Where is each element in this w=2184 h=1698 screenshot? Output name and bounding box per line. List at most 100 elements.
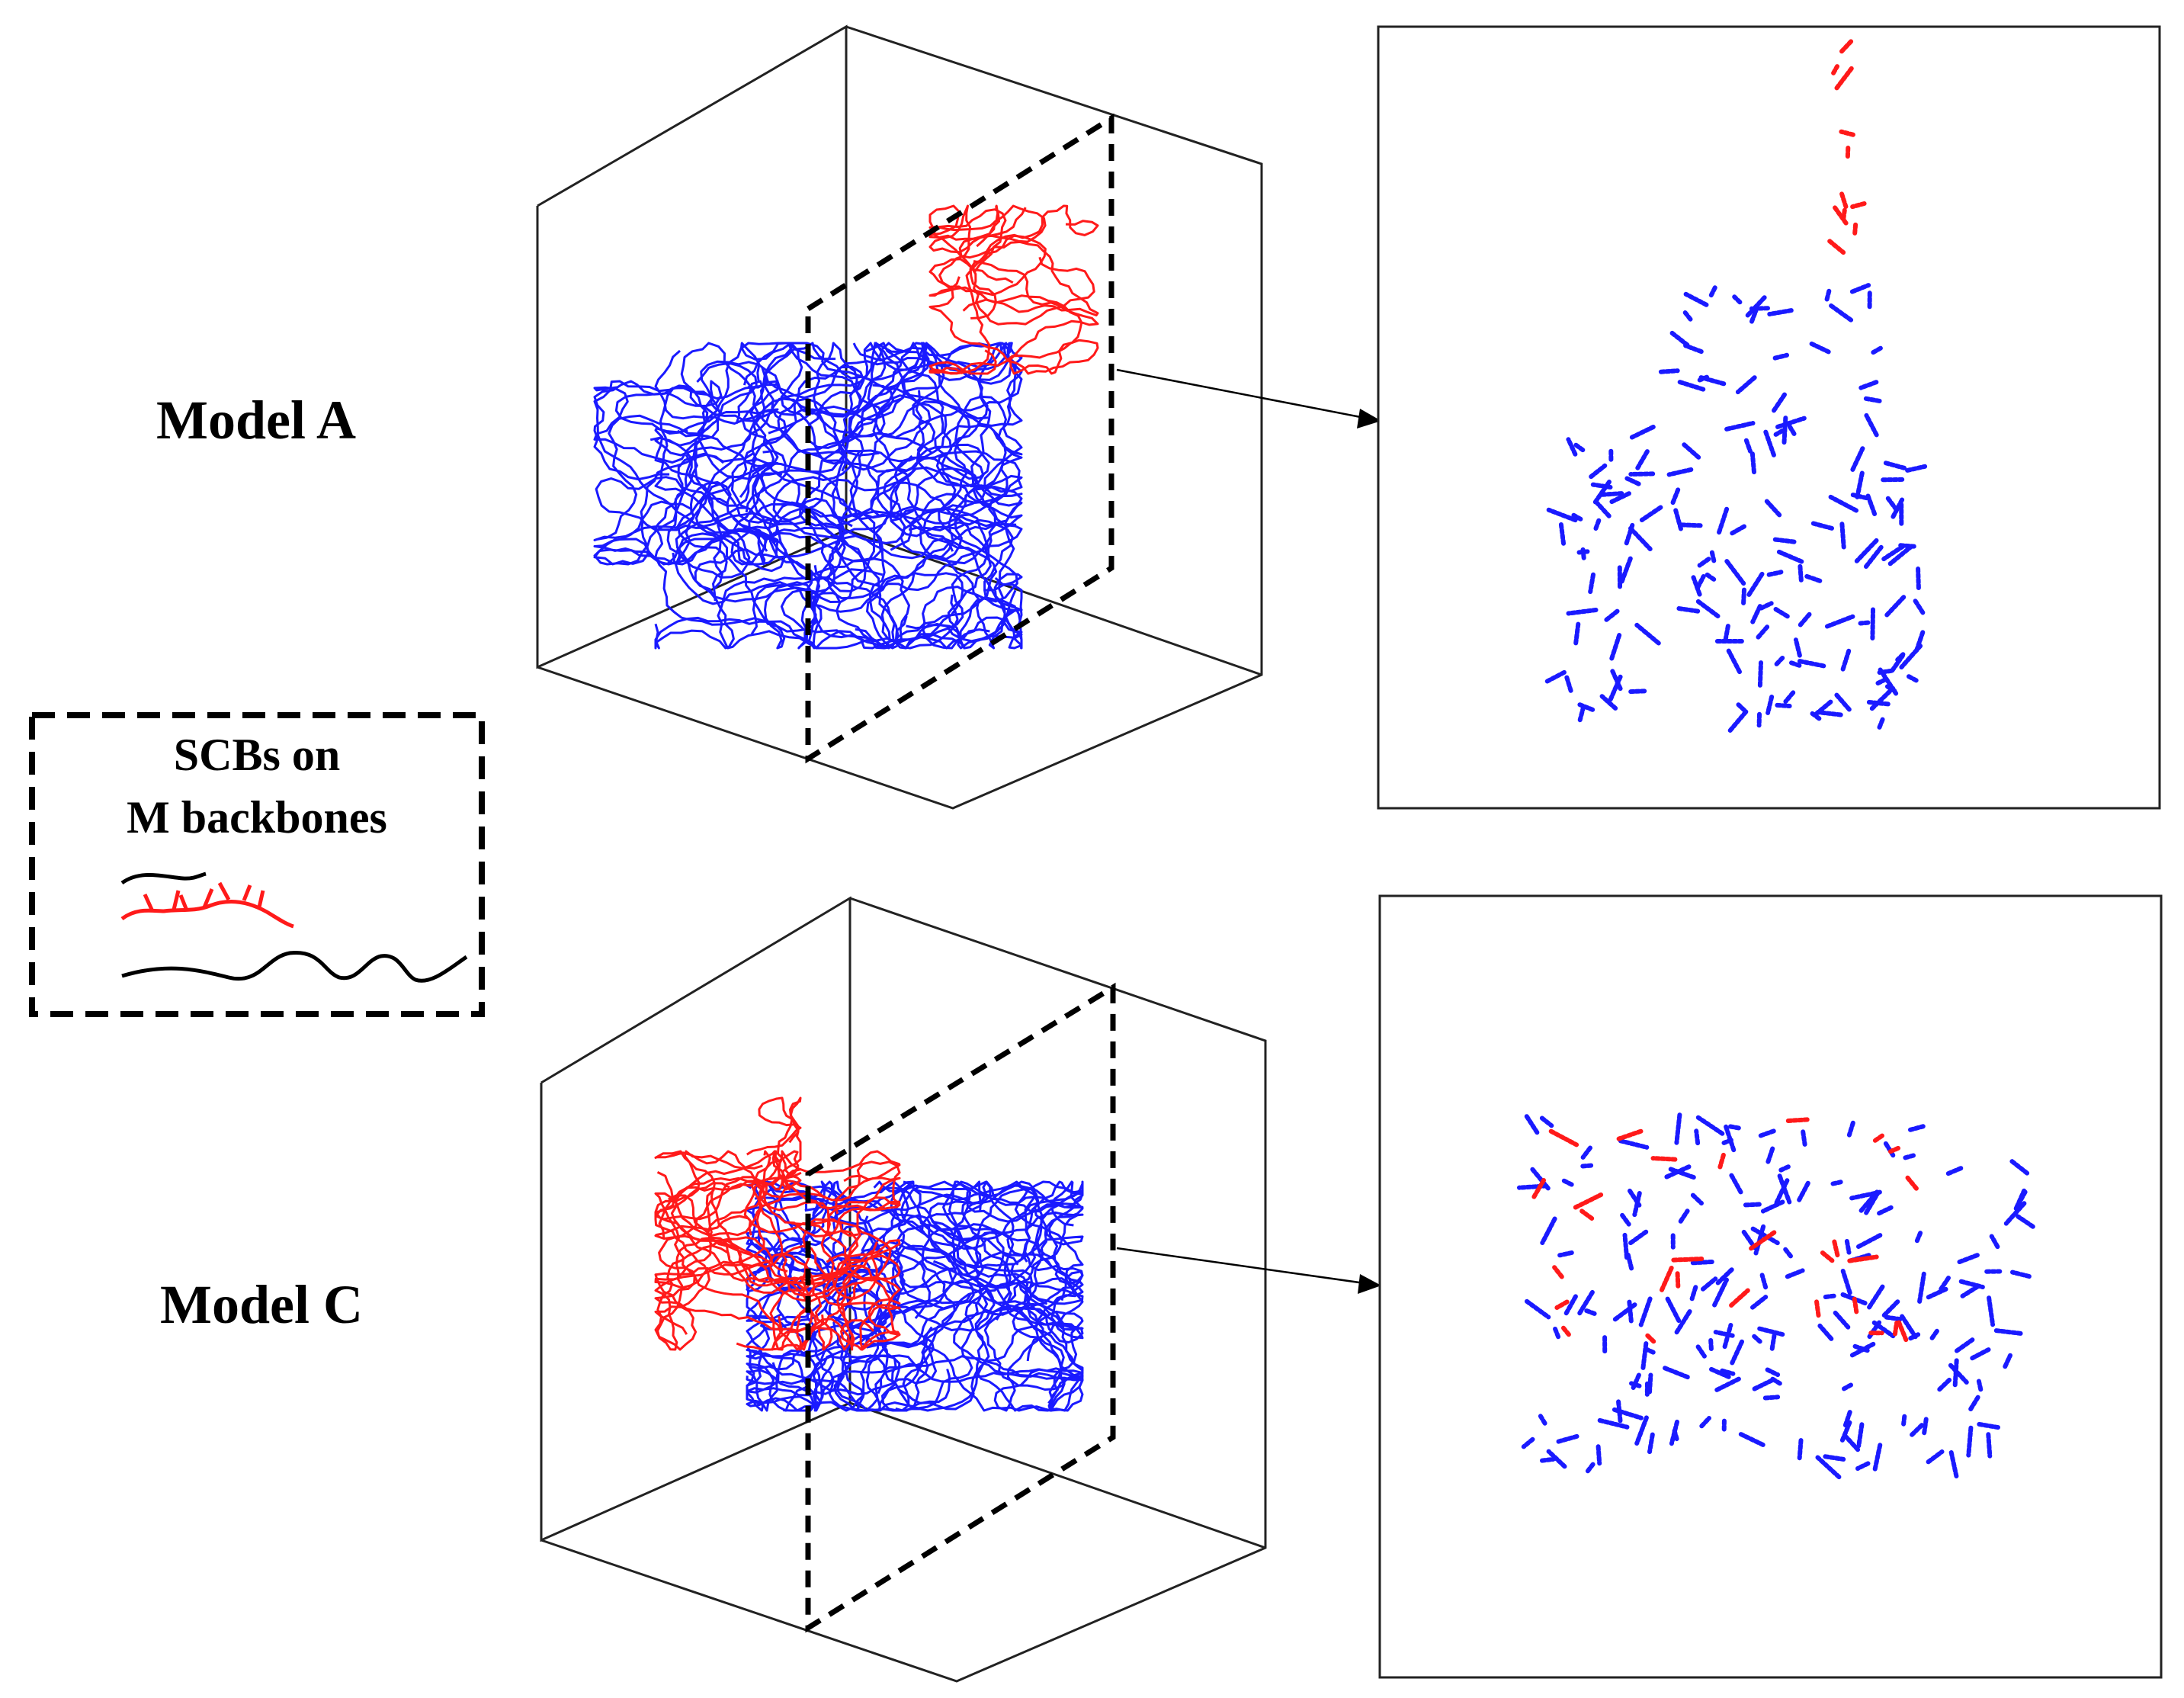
- model-a-blue-chain: [680, 342, 992, 508]
- model-c-blue-segment: [1695, 1344, 1707, 1359]
- model-a-blue-segment: [1849, 283, 1871, 294]
- model-c-blue-segment: [1823, 1454, 1846, 1462]
- model-c-blue-segment: [1721, 1138, 1733, 1145]
- model-a-arrowhead: [1357, 409, 1381, 429]
- model-c-blue-chain: [864, 1180, 1036, 1347]
- model-a-blue-segment: [1577, 702, 1596, 713]
- model-a-blue-segment: [1840, 648, 1852, 673]
- model-c-red-segment: [1645, 1333, 1656, 1344]
- model-a-blue-segment: [1717, 505, 1730, 535]
- model-a-blue-segment: [1624, 522, 1635, 546]
- model-c-blue-segment: [1778, 1164, 1791, 1173]
- model-a-red-chain: [928, 204, 1099, 259]
- model-a-blue-segment: [1658, 368, 1680, 374]
- model-a-blue-segment: [1634, 622, 1661, 646]
- legend-short-black-chain: [120, 871, 207, 885]
- model-c-red-segment: [1616, 1128, 1644, 1141]
- model-a-segments: [1544, 39, 1928, 733]
- model-c-red-segment: [1820, 1250, 1835, 1263]
- model-a-blue-segment: [1571, 512, 1583, 522]
- model-a-blue-segment: [1695, 599, 1721, 618]
- model-a-blue-chain: [717, 507, 988, 650]
- model-c-blue-segment: [1556, 1433, 1579, 1444]
- model-c-blue-chain: [746, 1194, 1073, 1412]
- model-c-blue-segment: [1622, 1232, 1629, 1260]
- model-a-blue-segment: [1890, 497, 1905, 521]
- model-a-blue-segment: [1750, 604, 1762, 624]
- model-a-red-chain: [928, 204, 1095, 326]
- model-c-blue-segment: [1530, 1167, 1552, 1192]
- model-c-blue-segment: [1760, 1199, 1785, 1214]
- model-c-blue-segment: [1525, 1298, 1551, 1320]
- model-a-blue-segment: [1608, 674, 1623, 702]
- model-a-blue-segment: [1609, 491, 1632, 504]
- model-a-3d-box: [536, 24, 1263, 810]
- model-c-blue-chain: [746, 1223, 1005, 1412]
- model-a-blue-segment: [1639, 505, 1663, 522]
- model-a-blue-segment: [1726, 648, 1742, 675]
- model-a-blue-segment: [1816, 710, 1843, 717]
- model-c-blue-segment: [1673, 1309, 1692, 1337]
- model-c-blue-segment: [1926, 1449, 1945, 1465]
- legend-red-branched-chain: [120, 900, 294, 929]
- model-c-blue-chain: [833, 1310, 1084, 1412]
- model-c-blue-segment: [1750, 1295, 1769, 1310]
- model-a-chains: [593, 204, 1099, 650]
- model-c-blue-segment: [1769, 1334, 1777, 1351]
- model-c-blue-segment: [1638, 1296, 1653, 1327]
- model-c-blue-segment: [2010, 1269, 2032, 1279]
- model-a-blue-chain: [593, 380, 721, 481]
- model-a-blue-segment: [1580, 547, 1586, 560]
- model-c-blue-segment: [1968, 1395, 1980, 1411]
- model-a-blue-segment: [1864, 412, 1879, 438]
- model-c-blue-segment: [1524, 1114, 1541, 1137]
- model-a-red-segment: [1827, 239, 1846, 255]
- model-c-blue-segment: [1842, 1410, 1852, 1429]
- model-c-blue-segment: [1881, 1314, 1903, 1322]
- model-a-blue-segment: [1766, 570, 1784, 577]
- model-c-blue-segment: [1986, 1432, 1993, 1459]
- model-c-blue-segment: [1877, 1205, 1894, 1216]
- model-a-blue-segment: [1765, 695, 1775, 715]
- model-c-blue-segment: [1948, 1363, 1969, 1385]
- model-a-blue-segment: [1828, 494, 1858, 513]
- model-a-blue-chain: [593, 414, 779, 541]
- model-c-arrow: [1116, 1247, 1381, 1294]
- model-a-blue-segment: [1767, 308, 1794, 316]
- model-a-blue-chain: [675, 342, 921, 603]
- model-a-blue-segment: [1666, 467, 1694, 477]
- model-a-blue-segment: [1589, 463, 1608, 480]
- model-c-blue-segment: [1922, 1415, 1929, 1436]
- model-a-blue-segment: [1673, 508, 1684, 532]
- model-a-blue-segment: [1757, 660, 1763, 688]
- model-a-blue-segment: [1577, 705, 1586, 723]
- model-a-blue-segment: [1745, 294, 1768, 318]
- model-a-cross-section: [1377, 25, 2161, 810]
- model-c-blue-chain: [895, 1180, 1084, 1412]
- model-a-blue-segment: [1746, 571, 1765, 598]
- model-c-red-segment: [1671, 1257, 1705, 1263]
- model-a-blue-segment: [1756, 624, 1770, 640]
- model-c-blue-segment: [1521, 1436, 1535, 1449]
- model-c-blue-segment: [1752, 1378, 1775, 1391]
- model-c-blue-segment: [1596, 1444, 1602, 1466]
- model-a-blue-segment: [1546, 507, 1578, 523]
- model-c-blue-segment: [1628, 1381, 1642, 1388]
- model-c-blue-segment: [1597, 1417, 1630, 1430]
- model-a-red-chain: [928, 258, 1099, 375]
- model-a-red-segment: [1845, 146, 1851, 160]
- model-a-blue-segment: [1871, 345, 1883, 355]
- model-a-blue-segment: [1812, 699, 1833, 718]
- model-a-blue-segment: [1708, 284, 1718, 298]
- model-c-blue-segment: [1993, 1328, 2025, 1337]
- model-a-blue-segment: [1869, 685, 1896, 711]
- model-a-blue-segment: [1564, 675, 1573, 693]
- model-a-blue-segment: [1825, 614, 1855, 629]
- model-c-red-chain: [658, 1180, 901, 1297]
- model-c-blue-segment: [1561, 1178, 1576, 1188]
- model-c-blue-segment: [1866, 1284, 1885, 1310]
- model-c-red-segment: [1675, 1271, 1681, 1289]
- model-a-blue-chain: [593, 453, 779, 566]
- model-c-panel-frame: [1378, 894, 2163, 1679]
- model-a-blue-chain: [614, 380, 779, 507]
